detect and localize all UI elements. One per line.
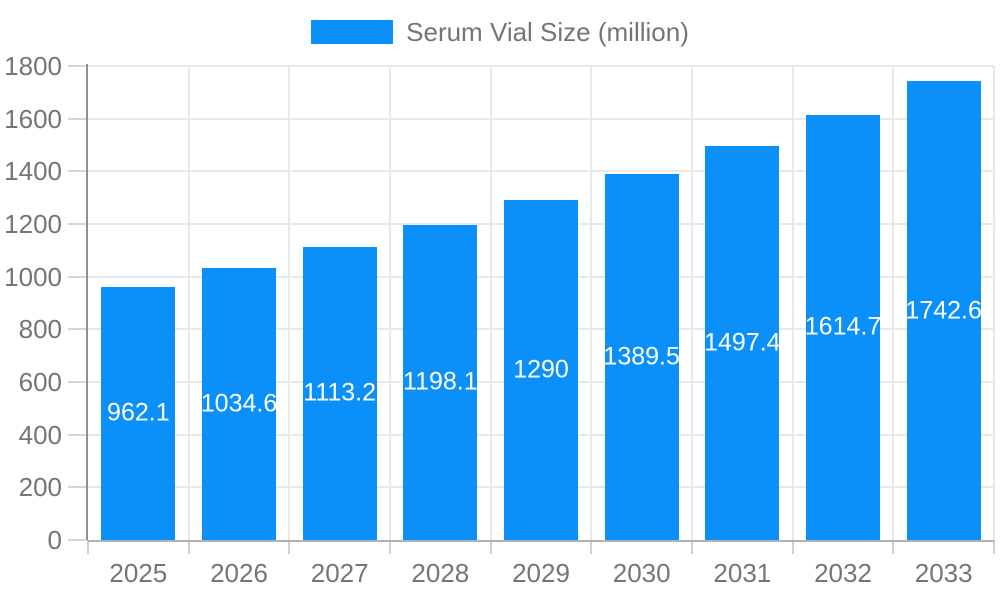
- x-axis-tick: [791, 540, 794, 554]
- y-gridline: [88, 65, 994, 67]
- y-gridline: [88, 170, 994, 173]
- x-axis-tick: [489, 540, 492, 554]
- y-axis-label: 1000: [4, 261, 62, 292]
- bar-value-label: 1742.6: [905, 296, 982, 325]
- x-axis-tick: [892, 540, 895, 554]
- y-axis-tick: [68, 170, 88, 173]
- bar-value-label: 1290: [513, 355, 569, 384]
- bar-2027[interactable]: 1113.2: [302, 246, 377, 540]
- bar-value-label: 1497.4: [704, 328, 781, 357]
- x-axis-label-2026: 2026: [210, 558, 268, 588]
- x-axis-label-2028: 2028: [411, 558, 470, 588]
- bar-2030[interactable]: 1389.5: [603, 174, 680, 540]
- x-gridline: [892, 66, 895, 540]
- x-axis-tick: [993, 540, 995, 554]
- x-gridline: [288, 66, 291, 540]
- x-axis-line: [88, 540, 994, 542]
- y-axis-tick: [68, 433, 88, 436]
- y-axis-label: 0: [47, 525, 62, 555]
- legend-swatch[interactable]: [311, 20, 394, 44]
- x-axis-tick: [389, 540, 391, 554]
- bar-value-label: 1389.5: [603, 342, 680, 371]
- y-axis-tick: [68, 65, 88, 67]
- x-axis-tick: [691, 540, 693, 554]
- y-axis-tick: [68, 328, 88, 331]
- x-axis-tick: [187, 540, 190, 554]
- x-axis-label-2027: 2027: [310, 558, 369, 588]
- y-axis-label: 400: [18, 419, 62, 450]
- bar-value-label: 1614.7: [804, 312, 882, 341]
- x-gridline: [691, 66, 693, 540]
- bar-value-label: 1113.2: [303, 378, 377, 407]
- x-axis-label-2029: 2029: [512, 558, 570, 588]
- bar-2026[interactable]: 1034.6: [200, 267, 278, 540]
- x-axis-label-2031: 2031: [713, 558, 772, 588]
- bar-2029[interactable]: 1290: [504, 200, 578, 540]
- y-axis-tick: [68, 486, 88, 489]
- y-axis-label: 1200: [4, 209, 62, 239]
- y-axis-label: 800: [18, 314, 62, 345]
- x-axis-label-2030: 2030: [612, 558, 671, 588]
- y-gridline: [88, 117, 994, 120]
- x-gridline: [187, 66, 190, 540]
- x-gridline: [791, 66, 794, 540]
- y-axis-tick: [68, 117, 88, 120]
- x-gridline: [590, 66, 593, 540]
- x-axis-label-2025: 2025: [109, 558, 168, 588]
- x-gridline: [489, 66, 492, 540]
- x-axis-tick: [288, 540, 291, 554]
- bar-2032[interactable]: 1614.7: [804, 114, 882, 540]
- bar-2025[interactable]: 962.1: [101, 286, 176, 540]
- bar-value-label: 962.1: [107, 398, 170, 427]
- y-axis-tick: [68, 381, 88, 383]
- y-axis-label: 200: [18, 472, 62, 503]
- bar-2031[interactable]: 1497.4: [704, 145, 781, 540]
- y-axis-tick: [68, 223, 88, 225]
- y-axis-tick: [68, 275, 88, 278]
- y-axis-line: [86, 64, 88, 540]
- x-gridline: [993, 66, 995, 540]
- y-axis-tick: [68, 539, 88, 541]
- legend-label[interactable]: Serum Vial Size (million): [406, 17, 689, 47]
- legend: Serum Vial Size (million): [0, 19, 1000, 45]
- bar-value-label: 1034.6: [200, 389, 278, 418]
- y-axis-label: 1800: [4, 51, 62, 81]
- x-axis-label-2032: 2032: [814, 558, 872, 588]
- y-axis-label: 1600: [4, 103, 62, 134]
- bar-value-label: 1198.1: [403, 367, 478, 396]
- x-gridline: [389, 66, 391, 540]
- x-axis-tick: [590, 540, 593, 554]
- y-axis-label: 600: [18, 367, 62, 397]
- y-axis-label: 1400: [4, 156, 62, 187]
- bar-2028[interactable]: 1198.1: [403, 224, 478, 540]
- bar-2033[interactable]: 1742.6: [905, 81, 982, 540]
- x-axis-label-2033: 2033: [914, 558, 973, 588]
- x-axis-tick: [87, 540, 89, 554]
